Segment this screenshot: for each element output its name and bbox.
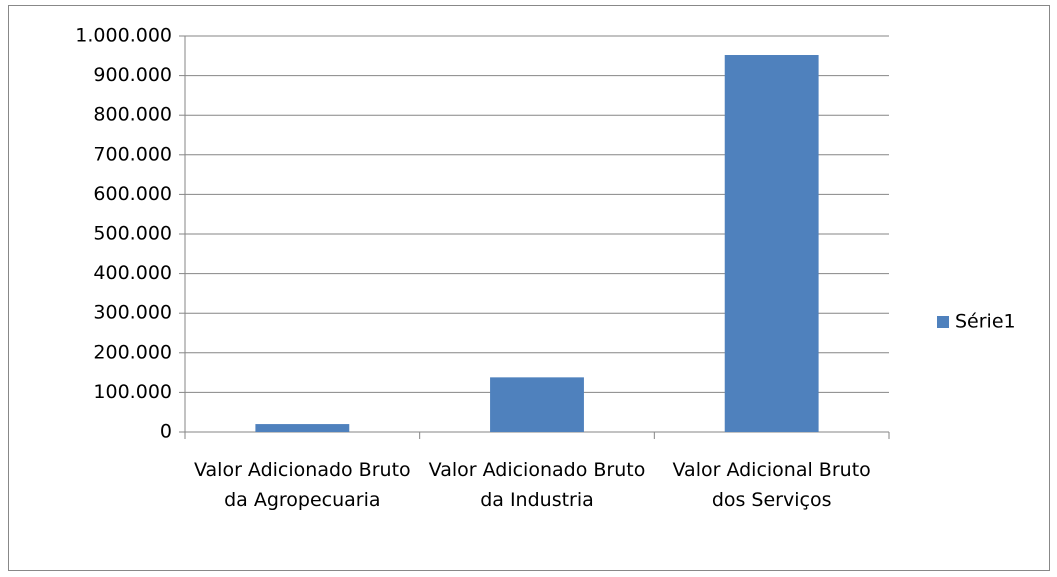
legend-label: Série1 (955, 311, 1016, 333)
x-tick-label: Valor Adicional Bruto dos Serviços (672, 459, 871, 511)
legend-swatch (937, 316, 949, 328)
x-tick-label: Valor Adicionado Bruto da Agropecuaria (194, 459, 411, 511)
y-tick-label: 900.000 (93, 64, 172, 86)
bar (724, 55, 819, 433)
y-tick-label: 1.000.000 (75, 25, 172, 47)
chart-border (8, 5, 1050, 571)
y-tick-label: 400.000 (93, 262, 172, 284)
y-tick-label: 200.000 (93, 341, 172, 363)
y-tick-label: 700.000 (93, 143, 172, 165)
y-tick-label: 100.000 (93, 381, 172, 403)
bar (490, 377, 584, 432)
y-tick-label: 0 (160, 421, 172, 443)
y-tick-label: 300.000 (93, 302, 172, 324)
x-tick-label: Valor Adicionado Bruto da Industria (428, 459, 646, 511)
y-tick-label: 600.000 (93, 183, 172, 205)
y-tick-label: 800.000 (93, 104, 172, 126)
bar (255, 424, 350, 432)
y-tick-label: 500.000 (93, 223, 172, 245)
